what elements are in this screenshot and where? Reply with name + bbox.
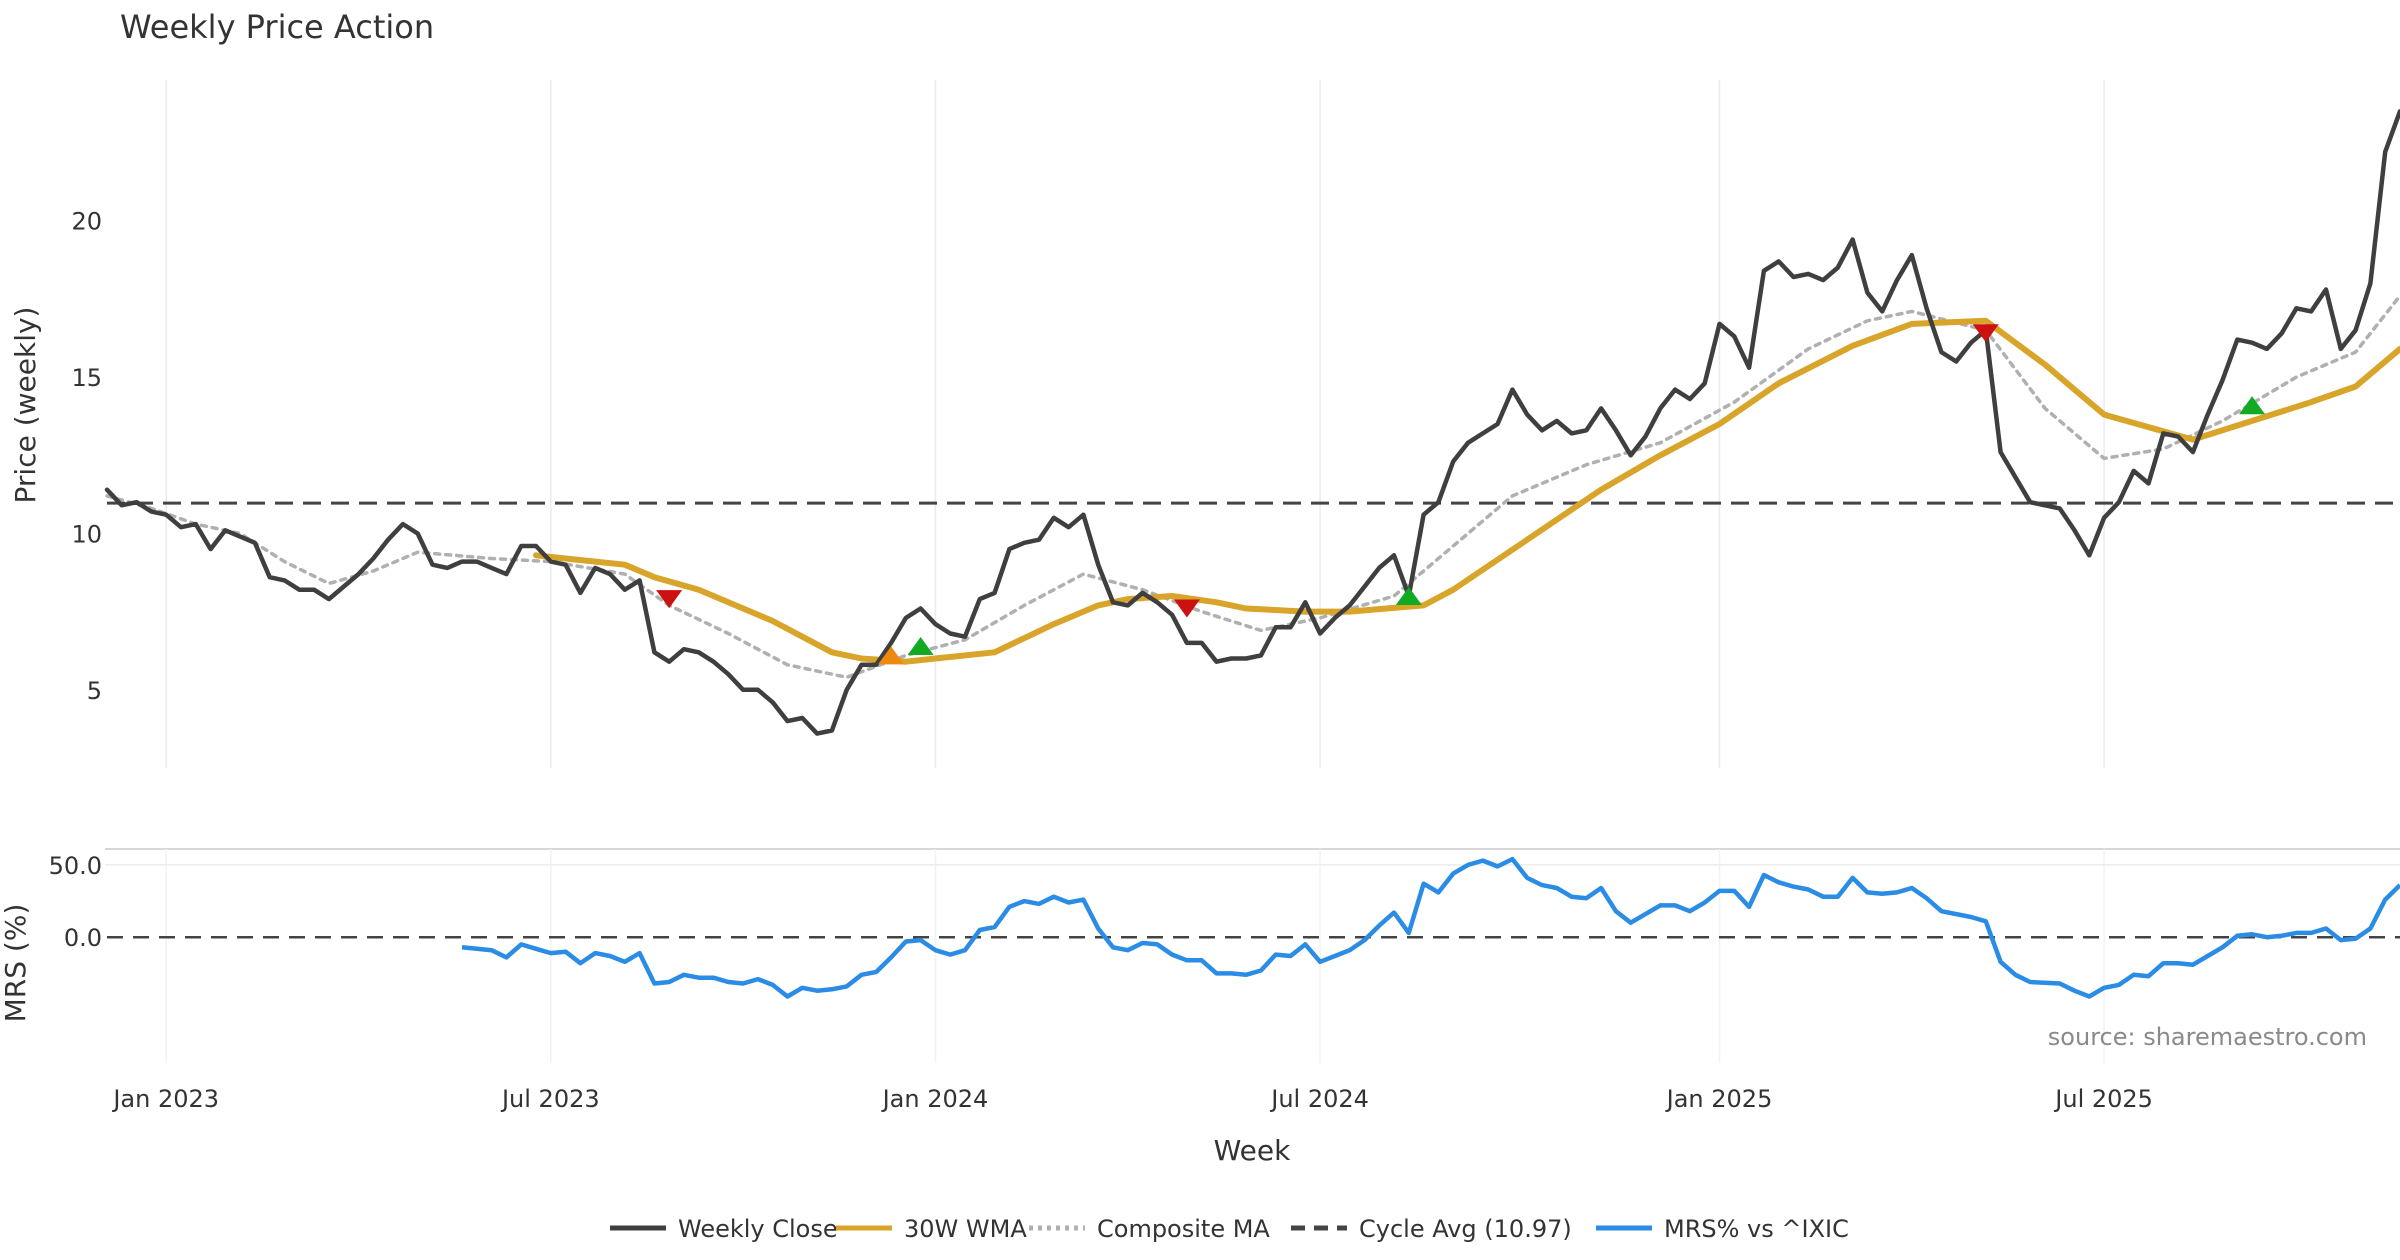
price-y-tick-label: 20 bbox=[71, 208, 102, 236]
x-axis-label: Week bbox=[1214, 1134, 1291, 1167]
price-y-axis-label: Price (weekly) bbox=[9, 307, 42, 504]
price-y-axis-ticks: 5 10 15 20 bbox=[71, 208, 102, 705]
legend-item-label: Weekly Close bbox=[678, 1215, 838, 1243]
mrs-y-axis-ticks: 0.0 50.0 bbox=[49, 852, 102, 952]
mrs-y-tick-label: 50.0 bbox=[49, 852, 102, 880]
watermark-text: source: sharemaestro.com bbox=[2048, 1023, 2367, 1051]
price-series-lines bbox=[104, 109, 2400, 736]
x-tick-label: Jul 2025 bbox=[2053, 1085, 2153, 1113]
mrs-y-tick-label: 0.0 bbox=[64, 924, 102, 952]
legend-item-label: 30W WMA bbox=[904, 1215, 1027, 1243]
x-axis-ticks: Jan 2023 Jul 2023 Jan 2024 Jul 2024 Jan 2025… bbox=[111, 1085, 2153, 1113]
mrs-line bbox=[461, 856, 2400, 999]
price-y-tick-label: 5 bbox=[87, 677, 102, 705]
price-y-tick-label: 10 bbox=[71, 520, 102, 548]
chart-legend: Weekly Close 30W WMA Composite MA Cycle Avg… bbox=[610, 1215, 1849, 1243]
legend-item-label: Cycle Avg (10.97) bbox=[1359, 1215, 1572, 1243]
signal-markers bbox=[656, 324, 2266, 665]
wma-30w-line bbox=[533, 317, 2400, 665]
x-tick-label: Jan 2023 bbox=[111, 1085, 219, 1113]
sell-signal-marker bbox=[656, 590, 683, 609]
buy-signal-marker bbox=[878, 646, 905, 665]
chart-title: Weekly Price Action bbox=[120, 8, 434, 46]
price-y-tick-label: 15 bbox=[71, 364, 102, 392]
buy-signal-marker bbox=[1395, 587, 1422, 605]
sell-signal-marker bbox=[1173, 599, 1200, 618]
buy-signal-marker bbox=[907, 637, 934, 656]
buy-signal-marker bbox=[2239, 396, 2266, 415]
x-tick-label: Jan 2024 bbox=[881, 1085, 989, 1113]
x-tick-label: Jan 2025 bbox=[1665, 1085, 1773, 1113]
x-tick-label: Jul 2023 bbox=[500, 1085, 600, 1113]
composite-ma-line bbox=[105, 294, 2400, 680]
mrs-series-lines bbox=[107, 856, 2400, 999]
sell-signal-marker bbox=[1972, 324, 1999, 343]
mrs-y-axis-label: MRS (%) bbox=[0, 904, 32, 1023]
legend-item-label: MRS% vs ^IXIC bbox=[1664, 1215, 1849, 1243]
x-tick-label: Jul 2024 bbox=[1269, 1085, 1369, 1113]
weekly-close-line bbox=[104, 109, 2400, 736]
legend-item-label: Composite MA bbox=[1097, 1215, 1270, 1243]
mrs-panel-gridlines bbox=[105, 849, 2400, 1063]
